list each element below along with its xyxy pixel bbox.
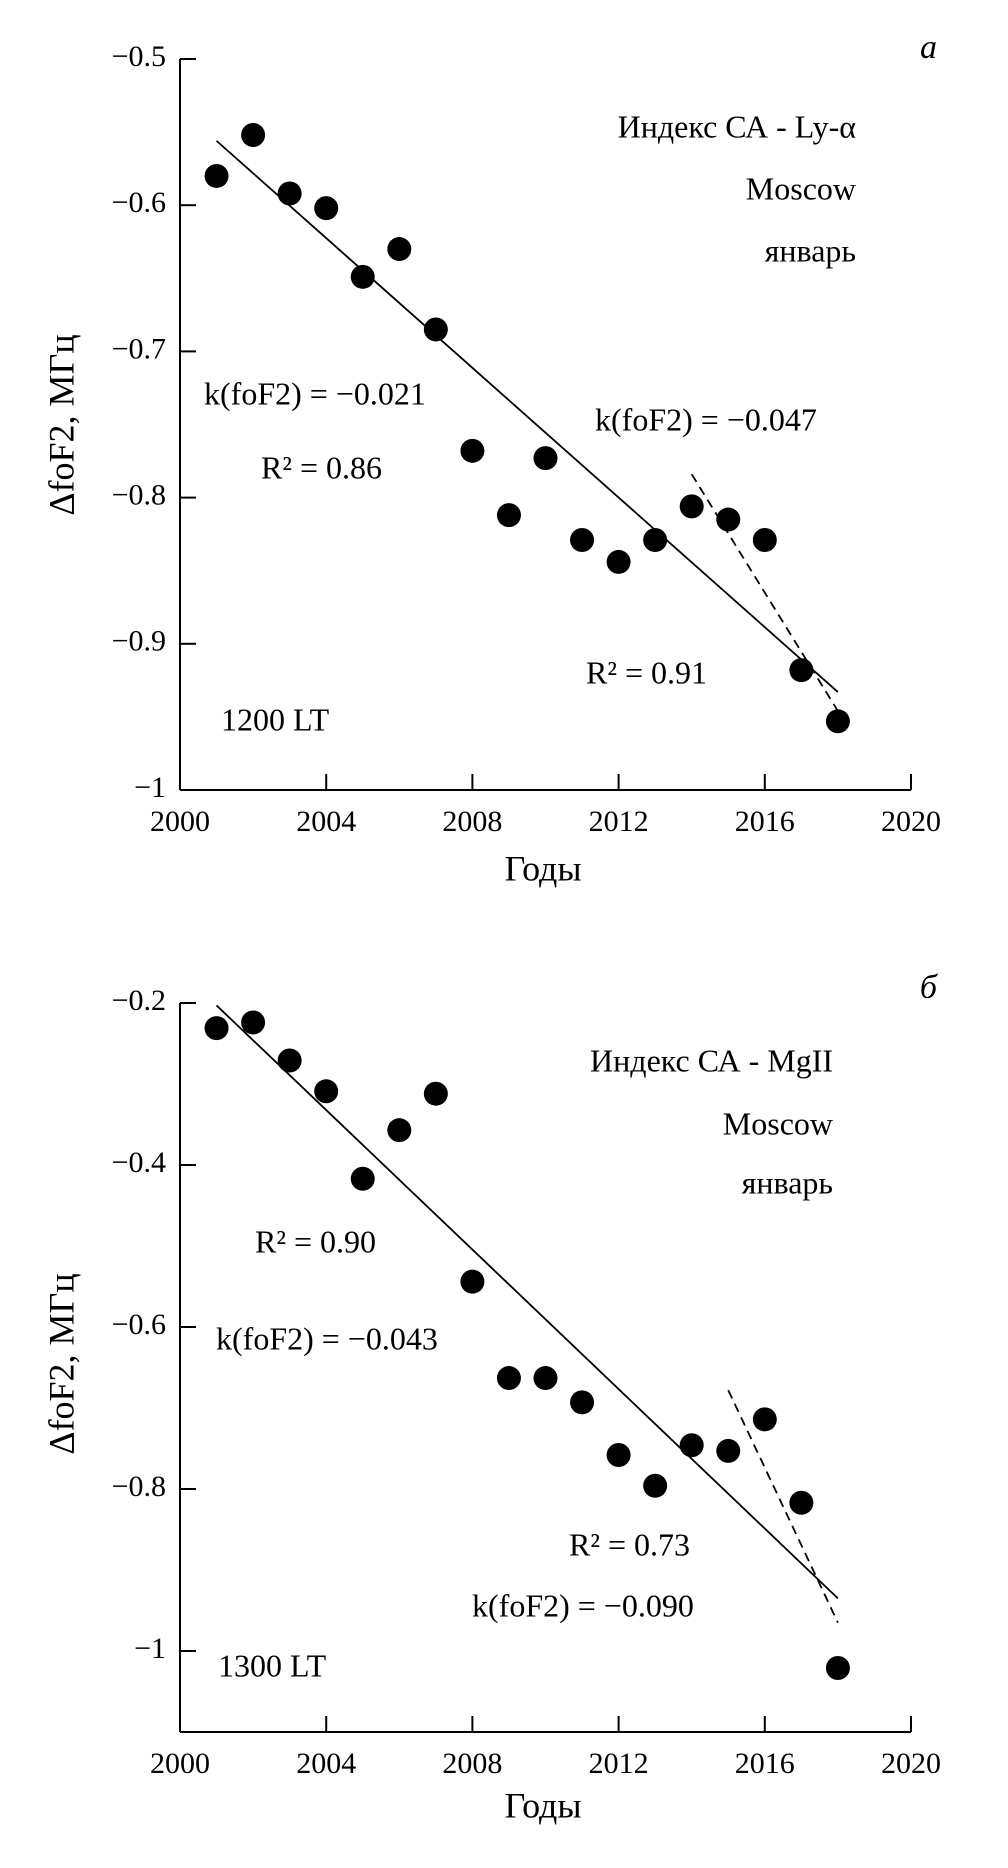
x-tick-label: 2020 (881, 1747, 941, 1780)
y-tick-label: −0.6 (112, 186, 166, 219)
point (460, 1269, 485, 1294)
x-tick-label: 2016 (735, 805, 795, 838)
legend-text: Индекс СА - Ly-α (618, 108, 857, 144)
annotation: R² = 0.86 (261, 449, 382, 485)
x-tick-label: 2004 (296, 1747, 356, 1780)
legend-text: январь (742, 1164, 833, 1200)
point (387, 237, 412, 262)
y-tick-label: −0.2 (112, 984, 166, 1017)
y-axis-label: ΔfoF2, МГц (41, 1273, 81, 1454)
point (570, 1390, 595, 1415)
point (606, 549, 631, 574)
annotation: R² = 0.91 (586, 654, 707, 690)
point (387, 1118, 412, 1143)
point (825, 709, 850, 734)
trend-line (215, 1004, 839, 1600)
point (752, 1407, 777, 1432)
point (643, 1473, 668, 1498)
point (496, 1366, 521, 1391)
point (716, 1438, 741, 1463)
y-tick-label: −0.9 (112, 625, 166, 658)
point (241, 1010, 266, 1035)
x-tick-label: 2012 (589, 805, 649, 838)
x-tick-label: 2000 (150, 805, 210, 838)
x-tick-label: 2020 (881, 805, 941, 838)
point (679, 494, 704, 519)
x-axis-label: Годы (504, 1785, 581, 1825)
x-tick-label: 2008 (442, 1747, 502, 1780)
point (533, 1366, 558, 1391)
annotation: R² = 0.90 (255, 1223, 376, 1259)
point (643, 527, 668, 552)
point (606, 1442, 631, 1467)
x-axis-label: Годы (504, 848, 581, 888)
x-tick-label: 2004 (296, 805, 356, 838)
point (789, 1490, 814, 1515)
point (277, 1048, 302, 1073)
point (716, 507, 741, 532)
point (314, 196, 339, 221)
point (460, 438, 485, 463)
trend-line (215, 140, 839, 693)
annotation: k(foF2) = −0.043 (216, 1320, 438, 1356)
annotation: 1300 LT (218, 1647, 327, 1683)
point (496, 503, 521, 528)
point (350, 264, 375, 289)
point (204, 1016, 229, 1041)
trend-line (690, 473, 839, 712)
y-tick-label: −0.8 (112, 478, 166, 511)
x-tick-label: 2008 (442, 805, 502, 838)
point (350, 1166, 375, 1191)
annotation: k(foF2) = −0.021 (204, 375, 426, 411)
point (241, 123, 266, 148)
point (533, 446, 558, 471)
y-tick-label: −0.8 (112, 1470, 166, 1503)
legend-text: Moscow (746, 170, 856, 206)
x-tick-label: 2000 (150, 1747, 210, 1780)
annotation: k(foF2) = −0.047 (595, 401, 817, 437)
y-tick-label: −0.4 (112, 1146, 166, 1179)
legend-text: январь (765, 232, 856, 268)
point (752, 527, 777, 552)
point (679, 1433, 704, 1458)
point (570, 527, 595, 552)
legend-text: Индекс СА - MgII (590, 1042, 833, 1078)
y-tick-label: −0.5 (112, 40, 166, 73)
panel-label: б (920, 969, 939, 1006)
point (277, 181, 302, 206)
y-tick-label: −1 (134, 771, 166, 804)
point (789, 658, 814, 683)
y-axis-label: ΔfoF2, МГц (41, 334, 81, 515)
annotation: R² = 0.73 (569, 1526, 690, 1562)
point (314, 1079, 339, 1104)
point (423, 317, 448, 342)
point (423, 1081, 448, 1106)
x-tick-label: 2012 (589, 1747, 649, 1780)
annotation: k(foF2) = −0.090 (472, 1587, 694, 1623)
y-tick-label: −0.6 (112, 1308, 166, 1341)
y-tick-label: −0.7 (112, 332, 166, 365)
trend-line (727, 1389, 839, 1624)
legend-text: Moscow (723, 1105, 833, 1141)
point (825, 1656, 850, 1681)
y-tick-label: −1 (134, 1632, 166, 1665)
point (204, 163, 229, 188)
annotation: 1200 LT (221, 701, 330, 737)
panel-label: а (920, 29, 937, 66)
x-tick-label: 2016 (735, 1747, 795, 1780)
